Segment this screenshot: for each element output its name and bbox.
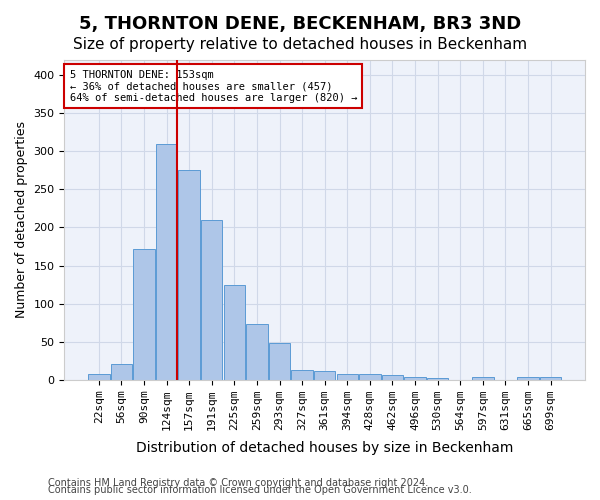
Text: 5 THORNTON DENE: 153sqm
← 36% of detached houses are smaller (457)
64% of semi-d: 5 THORNTON DENE: 153sqm ← 36% of detache… (70, 70, 357, 103)
Bar (88, 374, 110, 380)
Text: Size of property relative to detached houses in Beckenham: Size of property relative to detached ho… (73, 38, 527, 52)
Bar (517, 376, 539, 380)
Bar (314, 370, 335, 380)
Text: Contains public sector information licensed under the Open Government Licence v3: Contains public sector information licen… (48, 485, 472, 495)
Text: Contains HM Land Registry data © Crown copyright and database right 2024.: Contains HM Land Registry data © Crown c… (48, 478, 428, 488)
Bar (359, 374, 380, 380)
Bar (269, 343, 290, 380)
Bar (178, 170, 200, 380)
Bar (540, 376, 562, 380)
Bar (224, 284, 245, 380)
Bar (133, 249, 155, 380)
Text: 5, THORNTON DENE, BECKENHAM, BR3 3ND: 5, THORNTON DENE, BECKENHAM, BR3 3ND (79, 15, 521, 33)
Bar (201, 220, 223, 380)
Y-axis label: Number of detached properties: Number of detached properties (15, 122, 28, 318)
Bar (292, 370, 313, 380)
Bar (110, 364, 132, 380)
Bar (472, 378, 494, 380)
Bar (427, 378, 448, 380)
Bar (404, 376, 426, 380)
Bar (382, 375, 403, 380)
X-axis label: Distribution of detached houses by size in Beckenham: Distribution of detached houses by size … (136, 441, 514, 455)
Bar (156, 144, 177, 380)
Bar (337, 374, 358, 380)
Bar (246, 324, 268, 380)
